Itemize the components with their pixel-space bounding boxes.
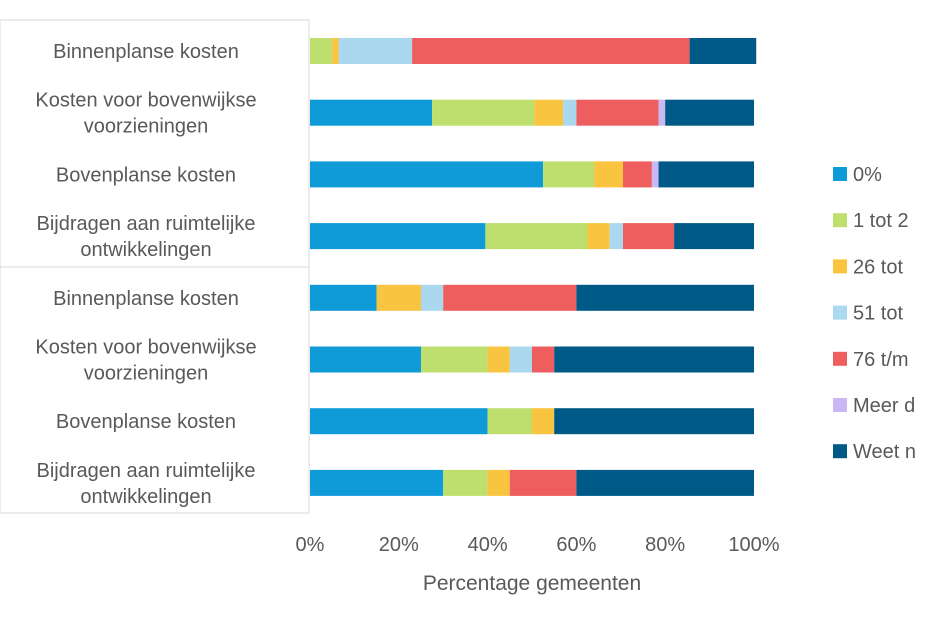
category-label: Binnenplanse kosten — [53, 288, 239, 310]
bar-segment-row7-series1 — [310, 408, 488, 435]
legend-swatch — [833, 259, 847, 274]
bar-segment-row3-series2 — [543, 161, 595, 188]
bar-segment-row4-series1 — [310, 223, 486, 250]
x-axis-title: Percentage gemeenten — [423, 572, 641, 595]
legend-swatch — [833, 444, 847, 459]
category-label: Bovenplanse kosten — [56, 164, 236, 186]
category-group-box-2 — [0, 266, 310, 514]
bar-segment-row1-series4 — [338, 38, 413, 64]
legend-swatch — [833, 398, 847, 412]
bar-segment-row1-series5 — [412, 38, 690, 64]
bar-segment-row7-series7 — [554, 408, 754, 435]
bar-segment-row2-series7 — [665, 99, 754, 126]
bar-segment-row8-series2 — [443, 469, 488, 496]
bar-segment-row2-series4 — [563, 99, 577, 126]
bar-segment-row2-series1 — [310, 99, 433, 126]
bar-segment-row2-series3 — [534, 99, 564, 126]
category-label: Bijdragen aan ruimtelijke — [36, 460, 255, 482]
x-axis-ticks: 0% 20% 40% 60% 80% 100% — [296, 534, 780, 556]
legend-label: 76 t/m — [853, 349, 909, 371]
bar-segment-row3-series5 — [623, 161, 652, 188]
legend-label: Weet n — [853, 441, 916, 463]
category-label: Bovenplanse kosten — [56, 411, 236, 433]
bar-segment-row6-series3 — [487, 346, 510, 373]
bar-segment-row7-series2 — [487, 408, 532, 435]
legend-label: 26 tot — [853, 256, 903, 278]
bar-segment-row6-series5 — [532, 346, 555, 373]
bar-segment-row8-series3 — [487, 469, 510, 496]
bar-segment-row5-series7 — [576, 284, 754, 311]
x-tick-label: 100% — [728, 534, 779, 556]
bar-segment-row3-series3 — [594, 161, 624, 188]
bar-segment-row1-series3 — [332, 38, 339, 64]
category-labels: Binnenplanse kosten Kosten voor bovenwijk… — [35, 41, 256, 508]
bar-segment-row5-series5 — [443, 284, 577, 311]
x-tick-label: 60% — [556, 534, 596, 556]
legend-swatch — [833, 351, 847, 366]
legend-swatch — [833, 213, 847, 228]
bar-segment-row6-series4 — [509, 346, 532, 373]
x-tick-label: 80% — [645, 534, 685, 556]
category-label: voorzieningen — [84, 363, 209, 385]
legend-label: 51 tot — [853, 303, 903, 325]
bar-segment-row8-series1 — [310, 469, 444, 496]
category-label: Bijdragen aan ruimtelijke — [36, 213, 255, 235]
legend-label: 1 tot 2 — [853, 210, 909, 232]
category-group-box-1 — [0, 19, 310, 268]
category-label: ontwikkelingen — [80, 486, 211, 508]
bar-segment-row3-series1 — [310, 161, 544, 188]
legend-label: 0% — [853, 164, 882, 186]
bar-segment-row7-series3 — [532, 408, 555, 435]
bars-layer — [310, 38, 757, 496]
x-tick-label: 0% — [296, 534, 325, 556]
bar-segment-row6-series1 — [310, 346, 421, 373]
category-label: Kosten voor bovenwijkse — [35, 90, 256, 112]
bar-segment-row5-series1 — [310, 284, 377, 311]
legend-label: Meer d — [853, 395, 915, 417]
category-label: Binnenplanse kosten — [53, 41, 239, 63]
bar-segment-row2-series2 — [432, 99, 535, 126]
bar-segment-row5-series4 — [421, 284, 444, 311]
bar-segment-row4-series7 — [674, 223, 754, 250]
bar-segment-row8-series5 — [509, 469, 577, 496]
bar-segment-row4-series5 — [623, 223, 675, 250]
category-label: Kosten voor bovenwijkse — [35, 337, 256, 359]
bar-segment-row6-series2 — [421, 346, 488, 373]
x-tick-label: 20% — [379, 534, 419, 556]
legend-swatch — [833, 305, 847, 320]
bar-segment-row4-series3 — [587, 223, 610, 250]
x-tick-label: 40% — [468, 534, 508, 556]
bar-segment-row5-series3 — [376, 284, 421, 311]
category-label: voorzieningen — [84, 116, 209, 138]
bar-segment-row3-series7 — [658, 161, 754, 188]
bar-segment-row4-series2 — [485, 223, 588, 250]
bar-segment-row2-series5 — [576, 99, 659, 126]
bar-segment-row1-series2 — [310, 38, 333, 64]
legend-swatch — [833, 167, 847, 181]
legend: 0% 1 tot 2 26 tot 51 tot 76 t/m Meer d Weet n — [833, 164, 916, 463]
bar-segment-row2-series6 — [658, 99, 666, 126]
category-label: ontwikkelingen — [80, 239, 211, 261]
bar-segment-row8-series7 — [576, 469, 754, 496]
bar-segment-row1-series7 — [689, 38, 757, 64]
bar-segment-row3-series6 — [651, 161, 659, 188]
bar-segment-row4-series4 — [609, 223, 624, 250]
bar-segment-row6-series7 — [554, 346, 754, 373]
